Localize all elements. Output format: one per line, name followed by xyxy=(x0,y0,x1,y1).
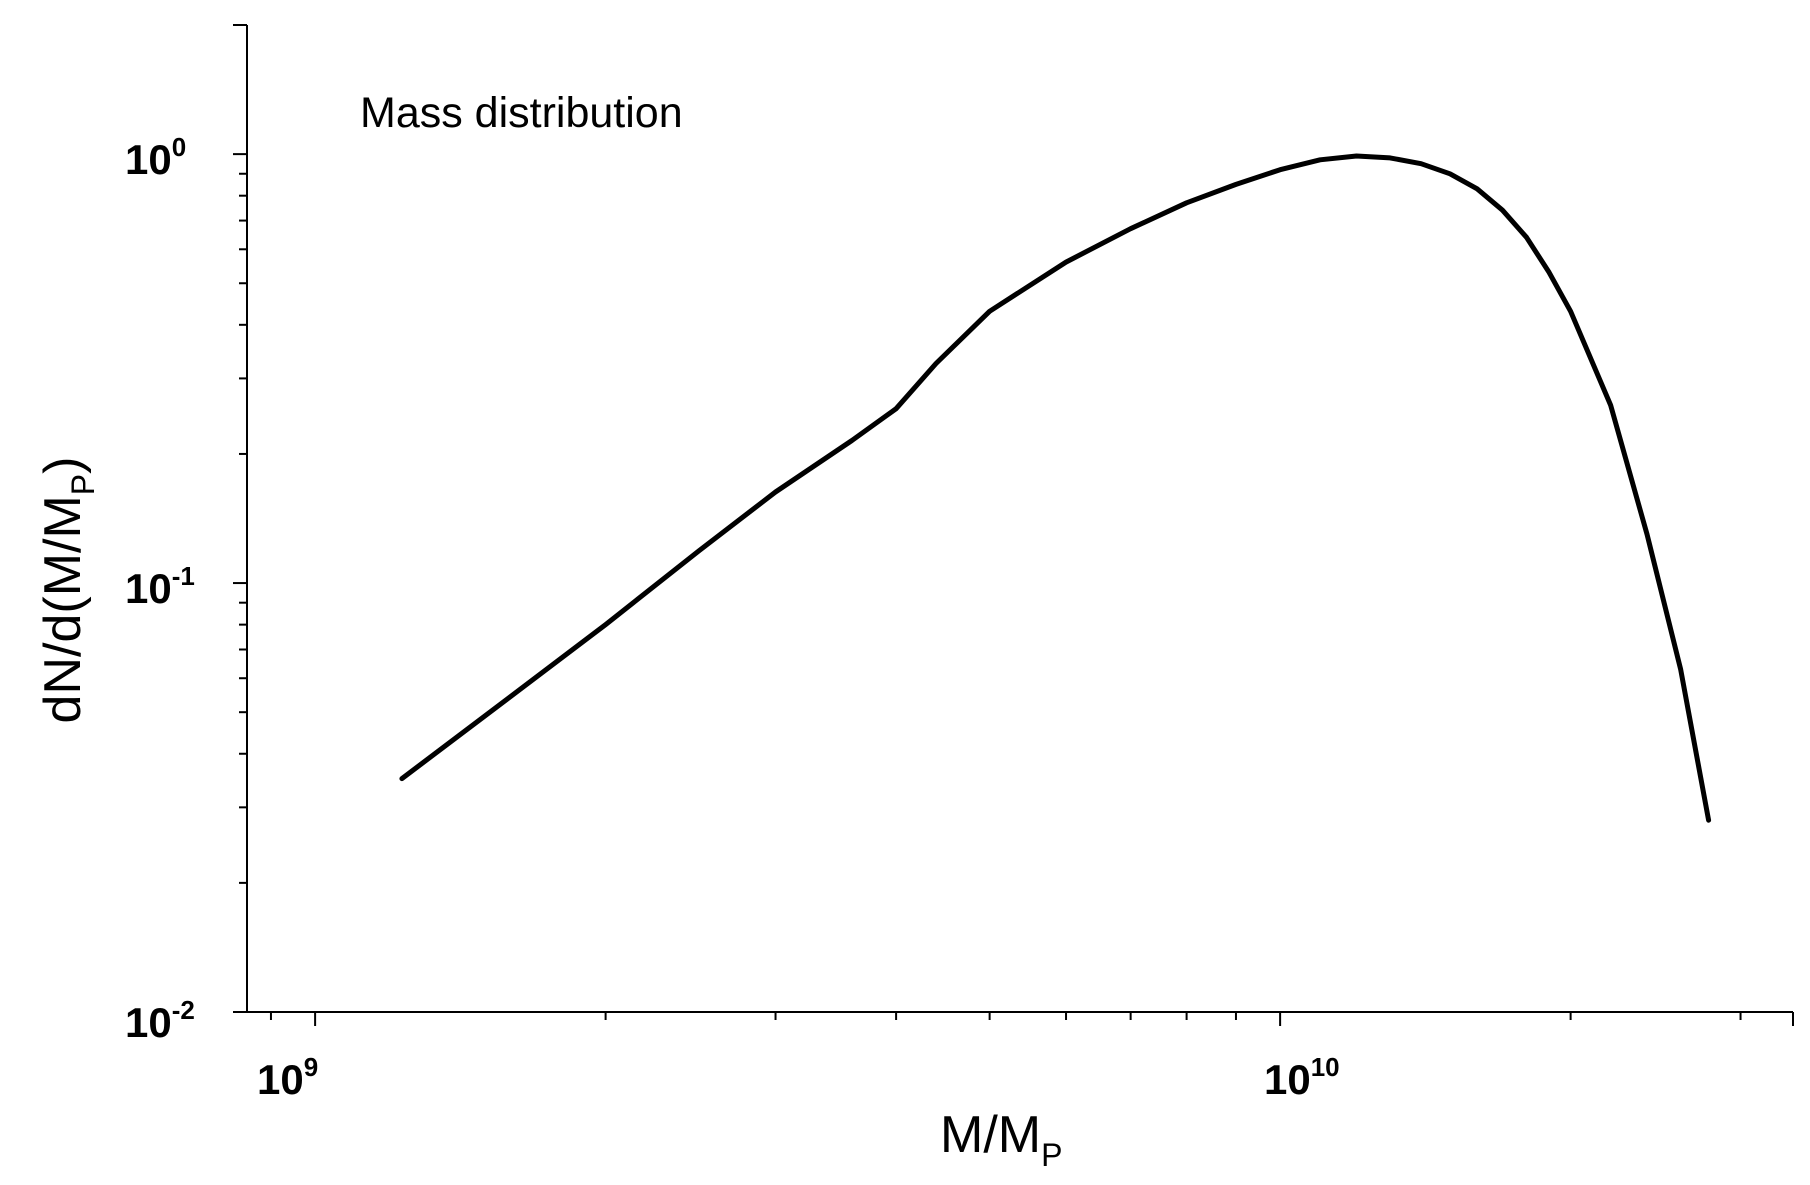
x-minor-ticks xyxy=(269,1012,1742,1020)
y-axis-title: dN/d(M/MP) xyxy=(34,457,101,724)
x-tick-label-1e9-base: 10 xyxy=(257,1056,304,1103)
y-axis-title-close: ) xyxy=(34,457,92,474)
annotation-mass-distribution: Mass distribution xyxy=(360,89,683,137)
x-tick-label-1e9: 109 xyxy=(257,1052,318,1103)
y-major-ticks xyxy=(233,24,247,1013)
x-tick-label-1e10-base: 10 xyxy=(1264,1056,1311,1103)
y-axis-title-sub: P xyxy=(65,474,101,495)
x-axis-title-sub: P xyxy=(1041,1137,1062,1173)
y-tick-label-1e-2-exp: -2 xyxy=(172,995,195,1025)
y-tick-label-1e-1: 10-1 xyxy=(125,561,195,612)
x-tick-label-1e9-exp: 9 xyxy=(304,1052,318,1082)
y-tick-label-1e-2: 10-2 xyxy=(125,995,195,1046)
series-line-mass-distribution xyxy=(399,153,1712,823)
x-axis-title-main: M/M xyxy=(940,1106,1041,1164)
y-tick-label-1e-2-base: 10 xyxy=(125,999,172,1046)
y-tick-label-1e0-base: 10 xyxy=(125,136,172,183)
x-tick-label-1e10-exp: 10 xyxy=(1311,1052,1340,1082)
y-axis-title-main: dN/d(M/M xyxy=(34,495,92,723)
x-major-ticks xyxy=(314,1012,1794,1026)
y-tick-label-1e0: 100 xyxy=(125,132,186,183)
x-axis-title: M/MP xyxy=(940,1106,1062,1173)
y-tick-label-1e-1-base: 10 xyxy=(125,565,172,612)
y-tick-label-1e-1-exp: -1 xyxy=(172,561,195,591)
y-tick-label-1e0-exp: 0 xyxy=(172,132,186,162)
x-tick-label-1e10: 1010 xyxy=(1264,1052,1340,1103)
